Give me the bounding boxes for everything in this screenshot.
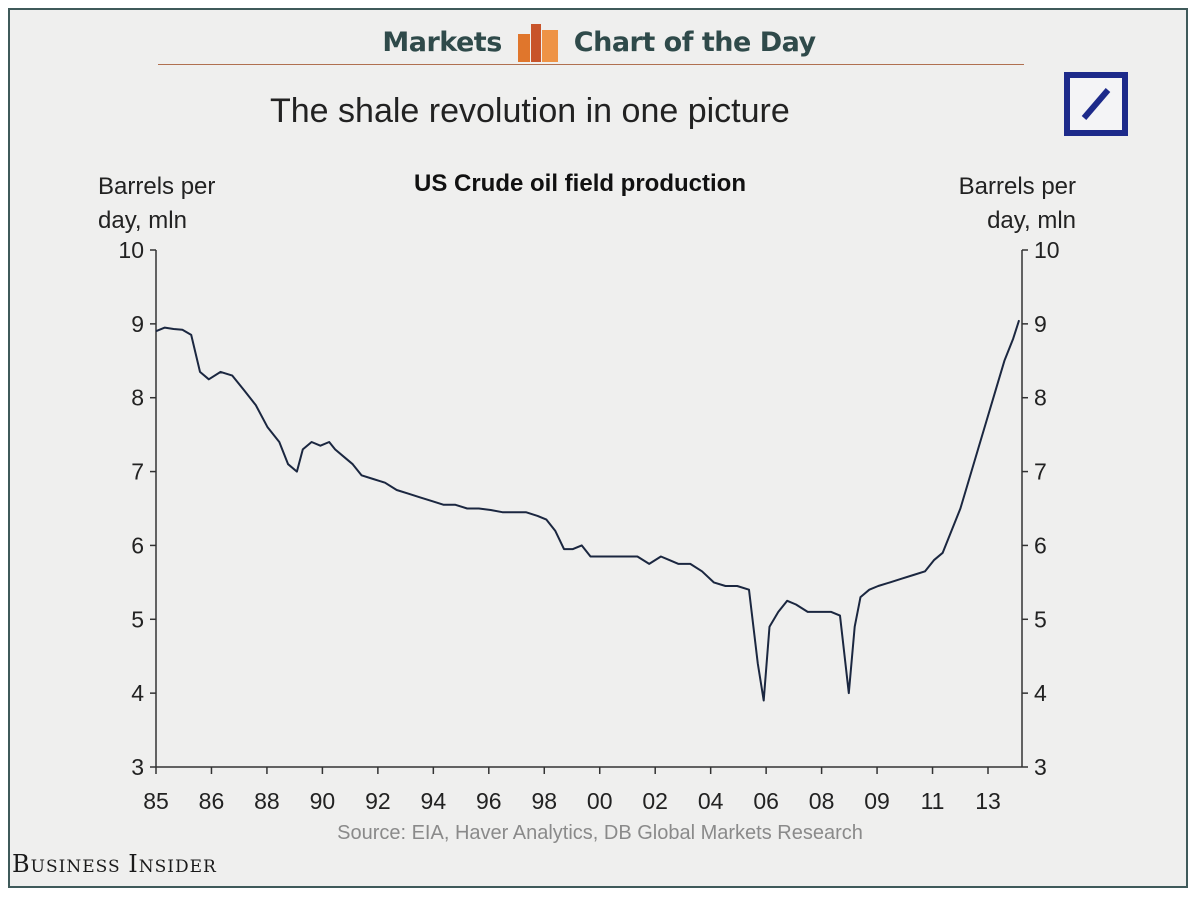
chart-of-the-day-header: Markets Chart of the Day: [0, 22, 1198, 62]
y-tick-label-right: 8: [1034, 385, 1047, 411]
y-axis-label-left: Barrels per day, mln: [98, 170, 215, 238]
x-tick-label: 11: [921, 788, 945, 814]
x-tick-label: 85: [143, 788, 169, 814]
x-tick-label: 94: [421, 788, 447, 814]
header-divider: [158, 64, 1024, 65]
y-tick-label-right: 6: [1034, 532, 1047, 558]
y-axis-label-right-line1: Barrels per: [958, 173, 1076, 200]
x-tick-label: 86: [199, 788, 225, 814]
x-tick-label: 00: [587, 788, 613, 814]
business-insider-brand: BUSINESS INSIDER: [12, 850, 217, 878]
y-tick-label-left: 4: [131, 680, 144, 706]
y-tick-label-left: 3: [131, 754, 144, 780]
x-tick-label: 88: [254, 788, 280, 814]
y-tick-label-right: 5: [1034, 606, 1047, 632]
x-tick-label: 13: [975, 788, 1001, 814]
y-axis-label-right-line2: day, mln: [987, 207, 1076, 234]
header-markets-label: Markets: [382, 26, 502, 58]
bar-chart-logo-icon: [517, 24, 558, 62]
x-tick-label: 90: [310, 788, 336, 814]
production-series-line: [155, 319, 1021, 702]
y-axis-label-left-line1: Barrels per: [98, 173, 216, 200]
x-tick-label: 02: [642, 788, 668, 814]
deutsche-bank-logo-icon: [1064, 72, 1128, 136]
y-tick-label-left: 8: [131, 385, 144, 411]
y-tick-label-left: 6: [131, 532, 144, 558]
y-tick-label-right: 9: [1034, 311, 1047, 337]
y-tick-label-left: 9: [131, 311, 144, 337]
x-tick-label: 06: [753, 788, 779, 814]
header-chart-of-the-day-label: Chart of the Day: [573, 26, 816, 58]
chart-title: The shale revolution in one picture: [270, 92, 790, 130]
y-axis-label-right: Barrels per day, mln: [930, 170, 1076, 238]
y-tick-label-left: 5: [131, 606, 144, 632]
x-tick-label: 08: [809, 788, 835, 814]
chart-subtitle: US Crude oil field production: [414, 170, 746, 197]
y-axis-label-left-line2: day, mln: [98, 207, 187, 234]
y-tick-label-left: 7: [131, 459, 144, 485]
x-tick-label: 96: [476, 788, 502, 814]
y-tick-label-right: 3: [1034, 754, 1047, 780]
source-note: Source: EIA, Haver Analytics, DB Global …: [337, 822, 863, 844]
x-tick-label: 09: [864, 788, 890, 814]
y-tick-label-right: 10: [1034, 237, 1060, 263]
y-tick-label-left: 10: [118, 237, 144, 263]
y-tick-label-right: 4: [1034, 680, 1047, 706]
x-tick-label: 04: [698, 788, 724, 814]
x-tick-label: 92: [365, 788, 391, 814]
x-tick-label: 98: [531, 788, 557, 814]
chart-frame: [8, 8, 1188, 888]
y-tick-label-right: 7: [1034, 459, 1047, 485]
